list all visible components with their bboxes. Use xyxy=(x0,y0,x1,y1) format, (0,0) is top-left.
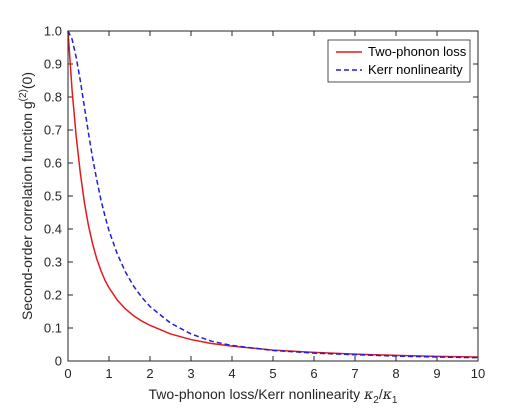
y-axis-title-sup: (2) xyxy=(18,89,29,101)
x-tick-label: 6 xyxy=(310,366,317,381)
y-tick-label: 0.1 xyxy=(44,321,62,336)
x-tick-label: 1 xyxy=(105,366,112,381)
y-tick-label: 0.9 xyxy=(44,57,62,72)
x-tick-label: 8 xyxy=(392,366,399,381)
x-tick-label: 2 xyxy=(146,366,153,381)
x-axis-title-text: Two-phonon loss/Kerr nonlinearity xyxy=(149,386,361,402)
x-axis-math-num-sub: 2 xyxy=(373,395,379,406)
series-line-kerr-nonlinearity xyxy=(67,30,479,359)
x-axis-math-den: κ xyxy=(382,387,392,403)
y-tick-label: 0.8 xyxy=(44,90,62,105)
tick-labels: 0 1 2 3 4 5 6 7 8 9 10 0 0.1 0.2 0.3 0.4 0.5 0.6 0.7 0.8 0.9… xyxy=(44,24,485,382)
x-tick-label: 7 xyxy=(351,366,358,381)
y-axis-title-tail: (0) xyxy=(19,72,35,89)
legend-label-kerr-nonlinearity: Kerr nonlinearity xyxy=(368,62,463,77)
legend-label-two-phonon-loss: Two-phonon loss xyxy=(368,44,467,59)
x-axis-math-slash: / xyxy=(379,386,383,402)
y-tick-label: 1.0 xyxy=(44,24,62,39)
x-axis-math-den-sub: 1 xyxy=(392,395,398,406)
y-axis-title-text: Second-order correlation function g xyxy=(19,101,35,320)
plot-area xyxy=(68,31,478,361)
y-axis-title: Second-order correlation function g(2)(0… xyxy=(18,72,35,320)
y-tick-label: 0.6 xyxy=(44,156,62,171)
x-tick-label: 3 xyxy=(187,366,194,381)
plot-frame xyxy=(67,30,479,362)
x-axis-title: Two-phonon loss/Kerr nonlinearity κ2/κ1 xyxy=(149,386,398,406)
x-tick-label: 10 xyxy=(471,366,485,381)
y-tick-label: 0.3 xyxy=(44,255,62,270)
x-tick-label: 0 xyxy=(64,366,71,381)
x-tick-label: 4 xyxy=(228,366,235,381)
x-tick-label: 9 xyxy=(433,366,440,381)
y-tick-label: 0.5 xyxy=(44,189,62,204)
x-axis-math-num: κ xyxy=(363,387,373,403)
y-tick-label: 0.4 xyxy=(44,222,62,237)
x-tick-label: 5 xyxy=(269,366,276,381)
legend-box xyxy=(327,39,471,83)
legend: Two-phonon loss Kerr nonlinearity xyxy=(327,39,471,83)
y-tick-label: 0.7 xyxy=(44,123,62,138)
y-tick-label: 0.2 xyxy=(44,288,62,303)
series-lines xyxy=(67,30,479,359)
y-tick-label: 0 xyxy=(55,354,62,369)
